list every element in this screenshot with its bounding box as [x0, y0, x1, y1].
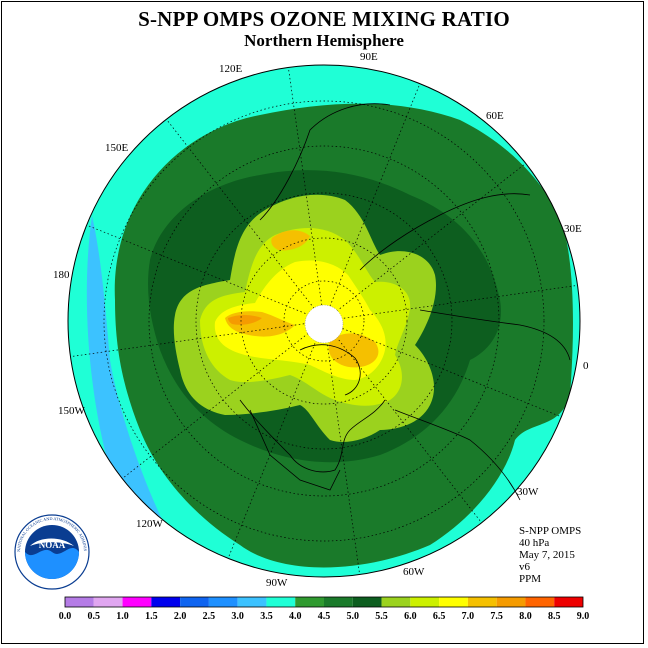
colorbar-tick-label: 8.5: [548, 611, 561, 622]
colorbar-swatch: [352, 597, 382, 607]
colorbar-tick-label: 7.0: [462, 611, 475, 622]
meridian-label-30w: 30W: [517, 486, 539, 498]
meridian-label-90w: 90W: [266, 577, 288, 589]
colorbar-swatch: [266, 597, 296, 607]
coastline-europe: [419, 309, 571, 361]
pole-missing-data: [304, 304, 344, 344]
map-boundary: [67, 64, 581, 578]
colorbar-swatch: [93, 597, 123, 607]
map-title: S-NPP OMPS OZONE MIXING RATIO: [138, 7, 510, 31]
colorbar-tick-label: 0.0: [59, 611, 72, 622]
meridian-line: [166, 119, 325, 322]
graticule: [70, 67, 578, 575]
meridian-label-150w: 150W: [58, 405, 86, 417]
info-units: PPM: [519, 573, 542, 585]
coastline-atlantic: [394, 409, 521, 501]
contour-6.5-7.0-east: [328, 333, 379, 368]
colorbar-swatch: [151, 597, 181, 607]
map-subtitle: Northern Hemisphere: [244, 31, 404, 50]
colorbar-tick-label: 0.5: [88, 611, 101, 622]
colorbar-tick-label: 4.5: [318, 611, 331, 622]
colorbar-swatch: [525, 597, 555, 607]
colorbar-tick-label: 4.0: [289, 611, 302, 622]
coastline-north-america: [239, 399, 386, 473]
colorbar-tick-label: 2.5: [203, 611, 216, 622]
colorbar-tick-label: 9.0: [577, 611, 590, 622]
info-date: May 7, 2015: [519, 549, 575, 561]
colorbar-swatch: [324, 597, 353, 607]
meridian-line: [323, 320, 562, 418]
meridian-label-90e: 90E: [360, 51, 378, 63]
colorbar-swatch: [122, 597, 152, 607]
colorbar-swatch: [554, 597, 583, 607]
info-version: v6: [519, 561, 530, 573]
colorbar-swatch: [496, 597, 526, 607]
latitude-circle: [103, 100, 545, 542]
noaa-logo-wave: [25, 548, 79, 579]
coastline-us-east: [249, 409, 341, 491]
colorbar-swatch: [208, 597, 238, 607]
meridian-line: [323, 285, 578, 322]
latitude-circle: [195, 192, 453, 450]
colorbar-tick-label: 1.0: [116, 611, 129, 622]
meridian-label-60e: 60E: [486, 110, 504, 122]
meridian-line: [288, 67, 325, 322]
colorbar-tick-label: 3.5: [260, 611, 273, 622]
meridian-line: [70, 320, 325, 357]
latitude-circle: [240, 237, 408, 405]
latitude-circle: [283, 280, 365, 362]
meridian-label-60w: 60W: [403, 566, 425, 578]
colorbar-outline: [64, 596, 584, 608]
colorbar-swatch: [65, 597, 94, 607]
meridian-line: [323, 83, 421, 322]
colorbar-tick-label: 6.0: [404, 611, 417, 622]
colorbar-swatch: [381, 597, 411, 607]
colorbar-swatch: [295, 597, 324, 607]
coastlines: [239, 103, 571, 501]
meridian-label-0: 0: [583, 360, 589, 372]
colorbar: 0.0 0.5 1.0 1.5 2.0 2.5 3.0 3.5 4.0 4.5 5.0 5.5 6.0 6…: [59, 596, 590, 622]
colorbar-swatch: [180, 597, 209, 607]
contour-6.5-7.0-north: [271, 230, 310, 251]
meridian-line: [323, 320, 482, 523]
contour-7.0-7.5: [228, 315, 262, 325]
colorbar-swatch: [467, 597, 497, 607]
meridian-label-180: 180: [53, 269, 70, 281]
info-level: 40 hPa: [519, 537, 550, 549]
meridian-line: [86, 224, 325, 322]
colorbar-swatch: [439, 597, 468, 607]
colorbar-tick-label: 5.5: [375, 611, 388, 622]
colorbar-tick-label: 3.0: [231, 611, 244, 622]
meridian-label-30e: 30E: [564, 223, 582, 235]
colorbar-tick-label: 7.5: [490, 611, 503, 622]
coastline-asia: [359, 193, 531, 271]
latitude-circle: [148, 145, 500, 497]
colorbar-tick-label: 1.5: [145, 611, 158, 622]
noaa-logo-gull-icon: [30, 538, 74, 546]
info-instrument: S-NPP OMPS: [519, 525, 582, 537]
meridian-label-120w: 120W: [136, 518, 164, 530]
coastline-siberia: [259, 103, 391, 221]
colorbar-swatch: [237, 597, 267, 607]
info-block: S-NPP OMPS 40 hPa May 7, 2015 v6 PPM: [519, 525, 581, 585]
colorbar-tick-label: 8.0: [519, 611, 532, 622]
meridian-line: [122, 320, 325, 479]
colorbar-tick-label: 6.5: [433, 611, 446, 622]
meridian-label-150e: 150E: [105, 142, 129, 154]
meridian-line: [323, 320, 360, 575]
colorbar-tick-label: 5.0: [347, 611, 360, 622]
noaa-logo-text: NOAA: [39, 540, 66, 550]
meridian-line: [323, 163, 526, 322]
meridian-label-120e: 120E: [219, 63, 243, 75]
colorbar-tick-label: 2.0: [174, 611, 187, 622]
coastline-greenland: [299, 344, 361, 396]
colorbar-swatch: [410, 597, 440, 607]
meridian-line: [227, 320, 325, 559]
